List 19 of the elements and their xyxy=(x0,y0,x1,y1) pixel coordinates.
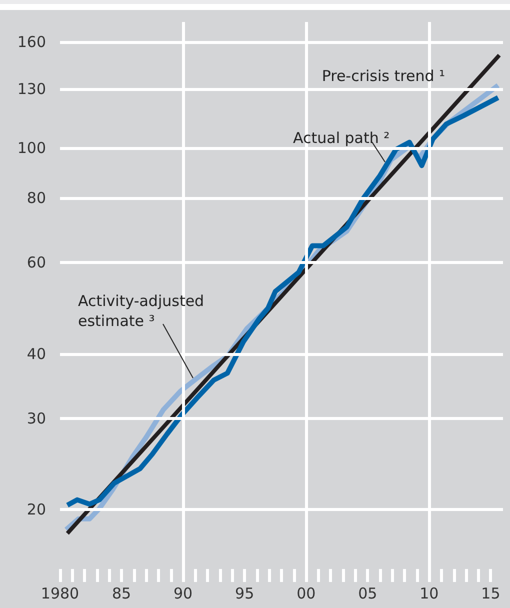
x-tick-label: 95 xyxy=(235,584,254,602)
x-tick-label: 00 xyxy=(296,584,316,602)
x-tick-label: 10 xyxy=(420,584,439,602)
x-tick-label: 90 xyxy=(174,584,193,602)
x-tick-label: 1980 xyxy=(40,584,80,602)
x-tick-label: 15 xyxy=(481,584,500,602)
y-tick-label: 80 xyxy=(26,188,46,207)
y-tick-label: 130 xyxy=(17,80,46,98)
series-label: Actual path ² xyxy=(293,129,390,147)
x-tick-label: 05 xyxy=(358,584,378,602)
y-tick-label: 40 xyxy=(26,344,46,363)
y-tick-label: 160 xyxy=(17,33,46,52)
text: Activity-adjusted estimate ³ xyxy=(78,292,209,330)
y-tick-label: 100 xyxy=(17,138,46,157)
x-tick-label: 85 xyxy=(112,584,132,602)
series-label: Pre-crisis trend ¹ xyxy=(322,67,446,85)
y-tick-label: 60 xyxy=(26,254,46,272)
y-tick-label: 20 xyxy=(26,500,46,519)
y-tick-label: 30 xyxy=(26,410,46,428)
